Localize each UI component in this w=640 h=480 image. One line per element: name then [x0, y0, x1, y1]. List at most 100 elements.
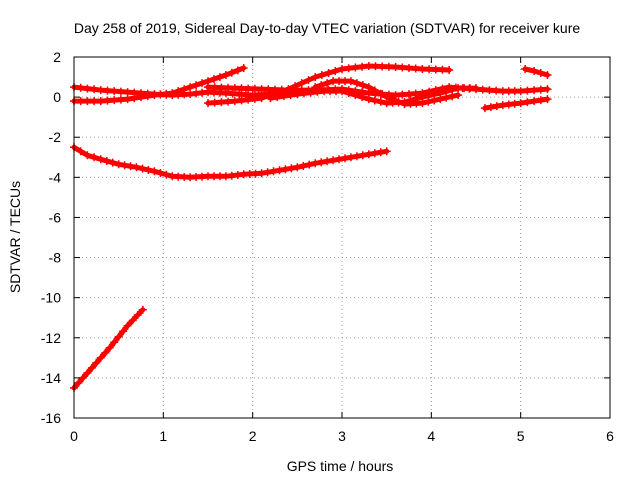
y-tick-label: -14 [41, 370, 61, 386]
plus-marker [224, 83, 233, 92]
plus-marker [351, 91, 360, 100]
x-tick-label: 2 [249, 428, 257, 444]
plus-marker [275, 166, 284, 175]
grid-layer [74, 57, 610, 418]
plus-marker [233, 66, 242, 75]
plus-marker [110, 96, 119, 105]
data-series [70, 143, 391, 182]
plus-marker [143, 92, 152, 101]
plus-marker [230, 84, 239, 93]
plus-marker [382, 93, 391, 102]
plus-marker [228, 89, 237, 98]
plus-marker [126, 162, 135, 171]
series-trace [522, 66, 550, 78]
plus-marker [478, 85, 487, 94]
plus-marker [293, 90, 302, 99]
plus-marker [198, 79, 206, 88]
plus-marker [287, 164, 296, 173]
plus-marker [239, 64, 248, 72]
plus-marker [398, 63, 407, 72]
plus-marker [102, 157, 111, 165]
plus-marker [317, 81, 326, 90]
plus-marker [132, 163, 141, 172]
plus-marker [492, 86, 501, 95]
plus-marker [180, 85, 189, 94]
plus-marker [492, 102, 501, 111]
plus-marker [277, 85, 286, 94]
plus-marker [431, 65, 440, 74]
plus-marker [305, 160, 314, 169]
plus-marker [391, 91, 400, 100]
plus-marker [92, 358, 101, 367]
plus-marker [317, 71, 326, 79]
plus-marker [394, 97, 403, 106]
plus-marker [486, 103, 495, 112]
plus-marker [543, 85, 552, 94]
plus-marker [311, 83, 320, 92]
plus-marker [237, 96, 246, 105]
plus-marker [76, 97, 85, 106]
plus-marker [192, 81, 201, 90]
plus-marker [418, 99, 427, 108]
y-tick-label: -6 [49, 209, 62, 225]
plus-marker [306, 88, 315, 97]
plus-marker [323, 157, 332, 166]
plus-marker [87, 363, 96, 372]
plus-marker [204, 99, 212, 108]
plus-marker [244, 95, 253, 104]
plus-marker [313, 87, 322, 96]
data-series [70, 305, 147, 392]
plus-marker [418, 65, 427, 73]
y-tick-label: -8 [49, 250, 62, 266]
plus-marker [370, 96, 379, 105]
plus-marker [405, 90, 413, 99]
plus-marker [454, 91, 463, 100]
plus-marker [224, 97, 233, 106]
plus-marker [523, 98, 532, 107]
plus-marker [391, 63, 400, 71]
plus-marker [448, 92, 457, 101]
x-tick-label: 6 [606, 428, 614, 444]
plus-marker [83, 151, 92, 160]
plus-marker [123, 88, 132, 97]
plus-marker [108, 158, 117, 167]
plus-marker [250, 84, 259, 93]
chart-title: Day 258 of 2019, Sidereal Day-to-day VTE… [74, 20, 580, 36]
plus-marker [284, 86, 293, 95]
plus-marker [346, 77, 355, 86]
plus-marker [371, 62, 380, 71]
plus-marker [311, 159, 320, 168]
plus-marker [230, 97, 239, 106]
y-tick-label: -4 [49, 169, 62, 185]
plus-marker [83, 368, 92, 377]
plus-marker [472, 84, 480, 93]
plus-marker [438, 65, 447, 74]
plus-marker [370, 149, 379, 158]
plus-marker [299, 162, 308, 170]
series-trace [71, 144, 390, 180]
plus-marker [144, 166, 153, 174]
plus-marker [235, 90, 244, 99]
plus-marker [116, 95, 125, 104]
plus-marker [346, 153, 355, 162]
plus-marker [536, 85, 545, 94]
plus-marker [244, 84, 253, 93]
plus-marker [297, 79, 306, 88]
plus-marker [116, 87, 125, 96]
y-tick-label: -10 [41, 290, 61, 306]
plus-marker [293, 163, 302, 172]
plus-marker [123, 95, 132, 104]
plus-marker [378, 62, 387, 71]
plus-marker [376, 89, 385, 98]
plus-marker [138, 305, 147, 314]
plus-marker [331, 67, 340, 75]
plus-marker [215, 73, 224, 82]
plus-marker [210, 75, 218, 84]
plus-marker [156, 169, 165, 177]
plus-marker [114, 160, 123, 169]
plus-marker [364, 83, 373, 92]
y-tick-label: 2 [53, 49, 61, 65]
plus-marker [96, 353, 105, 362]
plus-marker [74, 378, 83, 387]
